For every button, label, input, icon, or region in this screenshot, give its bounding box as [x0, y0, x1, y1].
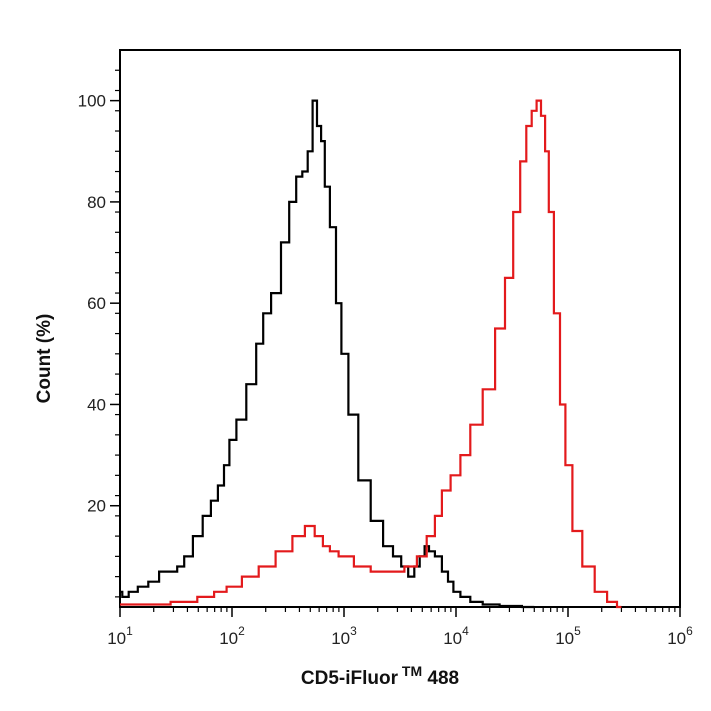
x-tick-label: 104 — [443, 624, 469, 648]
x-tick-label: 102 — [219, 624, 245, 648]
x-tick-label: 105 — [555, 624, 581, 648]
y-tick-label: 60 — [87, 294, 106, 313]
y-tick-label: 40 — [87, 395, 106, 414]
y-tick-label: 100 — [78, 92, 106, 111]
y-tick-label: 80 — [87, 193, 106, 212]
y-axis: 20 40 60 80 100 — [78, 69, 120, 598]
plot-area — [119, 49, 681, 608]
x-tick-label: 103 — [331, 624, 357, 648]
y-tick-label: 20 — [87, 497, 106, 516]
x-tick-label: 101 — [107, 624, 133, 648]
plot-frame — [119, 49, 681, 608]
series-layer — [120, 99, 622, 609]
x-axis: 101 102 103 104 105 106 — [107, 607, 693, 648]
red-histogram-series — [120, 99, 622, 609]
black-histogram-series — [120, 99, 535, 609]
x-axis-title: CD5-iFluor TM 488 — [301, 663, 459, 689]
y-axis-title: Count (%) — [34, 314, 55, 404]
x-tick-label: 106 — [667, 624, 693, 648]
